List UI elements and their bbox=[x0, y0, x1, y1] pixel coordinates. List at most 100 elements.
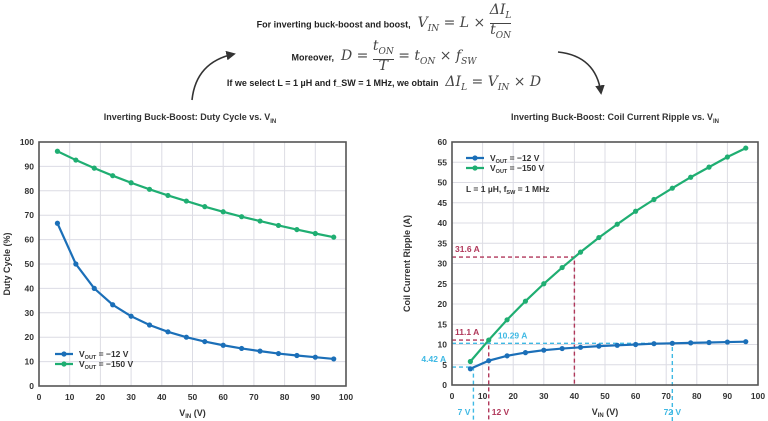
x-tick-label: 40 bbox=[570, 391, 580, 401]
data-point bbox=[220, 209, 226, 215]
x-tick-label: 30 bbox=[539, 391, 549, 401]
coil-ripple-chart: 0 10 20 30 40 50 60 70 80 90 100 0 5 10 15 20 25 30 35 40 45… bbox=[402, 137, 765, 421]
y-tick-label: 60 bbox=[438, 137, 448, 147]
equation-2-math: D = tON T = tON × fSW bbox=[336, 38, 477, 74]
y-tick-label: 50 bbox=[438, 178, 448, 188]
data-point bbox=[669, 185, 675, 191]
left-chart-title: Inverting Buck-Boost: Duty Cycle vs. VIN bbox=[60, 112, 320, 125]
y-tick-label: 0 bbox=[29, 381, 34, 391]
x-tick-label: 60 bbox=[631, 391, 641, 401]
series-vout-150-v bbox=[467, 145, 749, 365]
y-tick-label: 90 bbox=[25, 161, 35, 171]
annotation-label: 31.6 A bbox=[455, 244, 480, 254]
legend-label: VOUT = −12 V bbox=[490, 153, 540, 165]
data-point bbox=[633, 208, 639, 214]
y-tick-label: 30 bbox=[438, 259, 448, 269]
data-point bbox=[73, 157, 79, 163]
legend-label: VOUT = −150 V bbox=[490, 163, 544, 175]
data-point bbox=[202, 204, 208, 210]
x-tick-label: 90 bbox=[311, 392, 321, 402]
data-point bbox=[688, 340, 694, 346]
data-point bbox=[669, 340, 675, 346]
data-point bbox=[467, 366, 473, 372]
x-tick-label: 50 bbox=[600, 391, 610, 401]
data-point bbox=[724, 154, 730, 160]
x-tick-label: 70 bbox=[661, 391, 671, 401]
data-point bbox=[110, 173, 116, 179]
data-point bbox=[706, 339, 712, 346]
y-tick-label: 80 bbox=[25, 186, 35, 196]
data-point bbox=[275, 350, 282, 357]
left-title-text: Inverting Buck-Boost: Duty Cycle vs. V bbox=[103, 112, 271, 122]
data-point bbox=[596, 343, 602, 349]
data-point bbox=[91, 285, 97, 291]
y-tick-label: 10 bbox=[438, 340, 448, 350]
y-tick-label: 20 bbox=[25, 332, 35, 342]
y-tick-label: 35 bbox=[438, 238, 448, 248]
x-tick-label: 30 bbox=[126, 392, 136, 402]
data-point bbox=[183, 334, 189, 340]
x-tick-label: 90 bbox=[723, 391, 733, 401]
data-point bbox=[467, 358, 473, 365]
plot-frame bbox=[451, 141, 759, 386]
data-point bbox=[202, 338, 208, 345]
x-tick-label: 50 bbox=[188, 392, 198, 402]
data-point bbox=[146, 186, 153, 192]
right-chart-title: Inverting Buck-Boost: Coil Current Rippl… bbox=[470, 112, 760, 125]
x-tick-label: 60 bbox=[218, 392, 228, 402]
data-point bbox=[73, 261, 79, 267]
x-tick-label: 20 bbox=[96, 392, 106, 402]
data-point bbox=[183, 198, 189, 204]
data-point bbox=[312, 354, 318, 360]
data-point bbox=[128, 180, 134, 186]
data-point bbox=[688, 174, 694, 180]
equation-3-math: ΔIL = VIN × D bbox=[440, 74, 542, 93]
legend-label: VOUT = −12 V bbox=[79, 349, 129, 361]
data-point bbox=[165, 329, 171, 335]
x-tick-label: 100 bbox=[339, 392, 353, 402]
data-point bbox=[559, 345, 565, 352]
grid bbox=[38, 141, 347, 387]
y-tick-label: 10 bbox=[25, 357, 35, 367]
duty-cycle-chart: 0 10 20 30 40 50 60 70 80 90 100 0 10 20 30 40 50 60 70 80 9… bbox=[2, 137, 353, 420]
data-point bbox=[331, 234, 337, 240]
data-point bbox=[651, 196, 657, 203]
equation-2-text: Moreover, bbox=[291, 52, 335, 63]
data-point bbox=[91, 165, 97, 171]
data-point bbox=[614, 342, 620, 348]
grid bbox=[451, 141, 759, 386]
x-axis-label: VIN (V) bbox=[592, 407, 619, 419]
y-tick-label: 40 bbox=[438, 218, 448, 228]
data-point bbox=[743, 339, 749, 345]
data-point bbox=[706, 164, 712, 170]
data-point bbox=[239, 214, 245, 220]
y-tick-label: 50 bbox=[25, 259, 35, 269]
data-point bbox=[257, 218, 263, 224]
data-point bbox=[614, 221, 620, 227]
data-point bbox=[577, 249, 584, 255]
data-point bbox=[596, 234, 602, 241]
data-point bbox=[651, 341, 657, 347]
data-point bbox=[146, 322, 153, 328]
y-tick-label: 0 bbox=[442, 380, 447, 390]
data-point bbox=[577, 344, 584, 350]
series-vout-150-v bbox=[54, 148, 337, 240]
data-point bbox=[541, 347, 547, 353]
data-point bbox=[294, 226, 300, 233]
data-point bbox=[541, 281, 547, 287]
y-tick-label: 70 bbox=[25, 210, 35, 220]
right-title-text: Inverting Buck-Boost: Coil Current Rippl… bbox=[510, 112, 714, 122]
chart-note: L = 1 µH, fSW = 1 MHz bbox=[466, 184, 550, 196]
x-tick-label: 80 bbox=[692, 391, 702, 401]
data-point bbox=[312, 230, 318, 237]
data-point bbox=[486, 358, 492, 364]
annotation-label: 12 V bbox=[492, 407, 510, 417]
annotation-label: 4.42 A bbox=[421, 354, 446, 364]
equation-3-text: If we select L = 1 µH and f_SW = 1 MHz, … bbox=[226, 78, 439, 88]
data-point bbox=[743, 145, 749, 151]
x-tick-label: 70 bbox=[249, 392, 259, 402]
y-tick-label: 20 bbox=[438, 299, 448, 309]
equation-line-3: If we select L = 1 µH and f_SW = 1 MHz, … bbox=[0, 74, 768, 93]
plot-frame bbox=[38, 141, 347, 387]
